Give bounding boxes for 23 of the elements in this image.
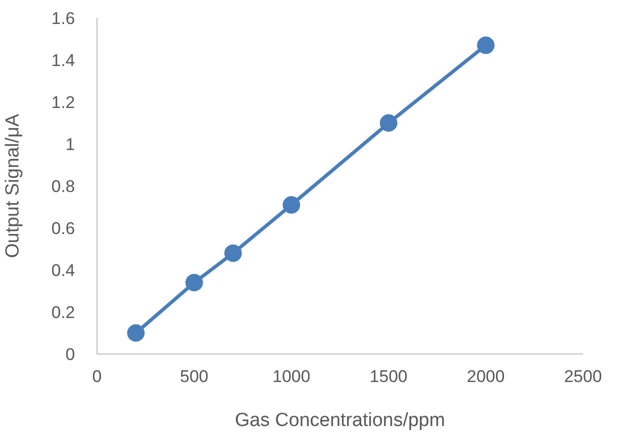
y-tick-label: 0.8 [51, 177, 75, 196]
y-tick-label: 1.2 [51, 93, 75, 112]
y-tick-label: 1 [66, 135, 75, 154]
point [477, 36, 495, 54]
y-axis-title: Output Signal/μA [2, 114, 24, 258]
point [282, 196, 300, 214]
y-tick-label: 0.2 [51, 303, 75, 322]
y-tick-label: 0.6 [51, 219, 75, 238]
x-tick-label: 2000 [466, 367, 505, 386]
y-tick-label: 1.6 [51, 9, 75, 28]
y-tick-label: 0 [66, 345, 75, 364]
x-axis-title: Gas Concentrations/ppm [234, 410, 446, 431]
x-tick-label: 1500 [370, 367, 408, 386]
point [224, 244, 242, 262]
point [185, 274, 203, 292]
point [380, 114, 398, 132]
x-tick-label: 0 [92, 367, 102, 386]
x-tick-label: 2500 [564, 367, 602, 386]
x-tick-label: 1000 [272, 367, 310, 386]
point [127, 324, 145, 342]
y-tick-label: 0.4 [51, 261, 75, 280]
y-tick-label: 1.4 [51, 51, 75, 70]
x-tick-label: 500 [180, 367, 208, 386]
